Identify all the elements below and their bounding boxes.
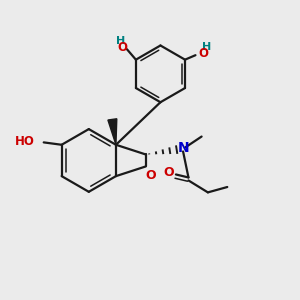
Text: O: O [163, 166, 174, 179]
Text: N: N [178, 141, 190, 155]
Text: HO: HO [15, 135, 35, 148]
Text: O: O [198, 46, 208, 60]
Text: O: O [146, 169, 156, 182]
Polygon shape [108, 119, 117, 145]
Text: H: H [116, 36, 126, 46]
Text: H: H [202, 42, 212, 52]
Text: O: O [117, 41, 128, 54]
